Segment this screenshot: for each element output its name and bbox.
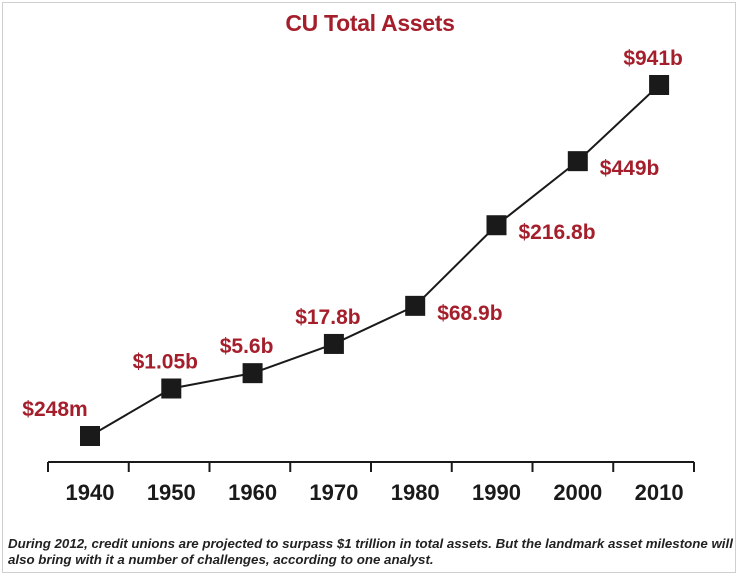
data-value-label: $68.9b	[437, 302, 502, 325]
data-point-marker	[323, 333, 344, 354]
chart-caption: During 2012, credit unions are projected…	[8, 536, 733, 567]
x-tick-label: 1950	[147, 480, 196, 505]
data-point-marker	[649, 75, 670, 95]
data-point-marker	[486, 215, 507, 236]
x-tick-label: 1990	[472, 480, 521, 505]
data-value-label: $1.05b	[133, 350, 198, 373]
data-value-label: $449b	[600, 157, 660, 180]
x-tick-label: 1940	[66, 480, 115, 505]
x-tick-label: 1960	[228, 480, 277, 505]
data-point-marker	[567, 151, 588, 172]
data-value-label: $248m	[22, 398, 87, 421]
data-value-label: $216.8b	[519, 221, 596, 244]
data-point-marker	[242, 363, 263, 384]
data-point-marker	[80, 426, 100, 446]
data-point-marker	[405, 295, 426, 316]
data-value-label: $941b	[623, 47, 683, 70]
chart-title: CU Total Assets	[285, 10, 455, 36]
x-tick-label: 2010	[635, 480, 684, 505]
data-point-marker	[161, 378, 182, 399]
series-line	[89, 84, 660, 437]
x-tick-label: 1980	[391, 480, 440, 505]
data-value-label: $17.8b	[295, 306, 360, 329]
x-tick-label: 2000	[553, 480, 602, 505]
data-value-label: $5.6b	[220, 335, 274, 358]
x-tick-label: 1970	[309, 480, 358, 505]
